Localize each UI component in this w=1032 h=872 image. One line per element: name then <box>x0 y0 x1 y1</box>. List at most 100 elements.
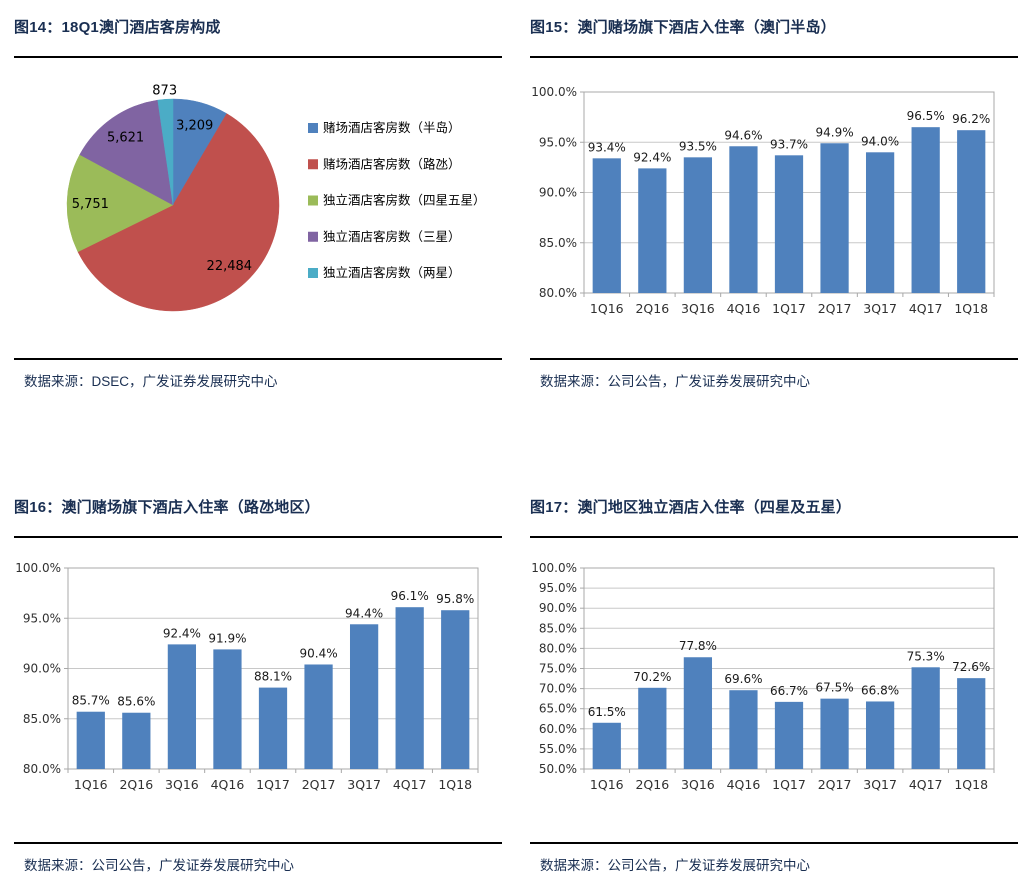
bar-data-label: 85.6% <box>117 695 155 709</box>
bar-data-label: 88.1% <box>254 670 292 684</box>
bar-chart-svg: 50.0% 55.0% 60.0% 65.0% 70.0% 75.0% 80.0% 85.0%… <box>531 561 995 792</box>
bar <box>441 610 470 769</box>
bar <box>729 146 758 293</box>
bar-data-label: 66.7% <box>770 684 808 698</box>
bar-data-label: 94.0% <box>861 134 899 148</box>
bar <box>76 711 105 769</box>
bar <box>865 701 895 769</box>
y-tick-label: 95.0% <box>539 135 577 149</box>
bar <box>729 690 758 769</box>
bar-data-label: 96.5% <box>907 109 945 123</box>
legend-swatch <box>308 159 318 170</box>
legend-swatch <box>308 195 318 206</box>
pie-slice <box>79 99 174 206</box>
bar <box>258 687 288 769</box>
pie-value-label: 5,751 <box>72 197 109 212</box>
bar-data-label: 69.6% <box>724 672 762 686</box>
bar-data-label: 91.9% <box>208 631 246 645</box>
bar-data-label: 92.4% <box>633 150 671 164</box>
bar <box>638 687 667 769</box>
x-tick-label: 2Q16 <box>635 301 669 316</box>
legend-swatch <box>308 123 318 133</box>
data-source: 数据来源：公司公告，广发证券发展研究中心 <box>540 374 810 389</box>
x-tick-label: 2Q17 <box>818 777 852 792</box>
bar <box>957 678 986 769</box>
title-divider <box>14 536 502 538</box>
bar-data-label: 93.5% <box>679 139 717 153</box>
legend-label: 独立酒店客房数（四星五星） <box>323 193 486 208</box>
bar <box>911 667 940 769</box>
x-tick-label: 3Q17 <box>863 777 897 792</box>
bar-data-label: 92.4% <box>163 626 201 640</box>
bar-chart-svg: 80.0% 85.0% 90.0% 95.0% 100.0% 85.7% 1Q16 85.6%… <box>15 561 479 792</box>
bar <box>167 644 197 769</box>
source-divider <box>14 842 502 844</box>
x-tick-label: 3Q16 <box>681 301 715 316</box>
pie-slice <box>157 98 174 206</box>
data-source: 数据来源：公司公告，广发证券发展研究中心 <box>540 858 810 872</box>
y-tick-label: 75.0% <box>539 662 577 676</box>
y-tick-label: 85.0% <box>23 712 61 726</box>
y-tick-label: 100.0% <box>531 85 577 99</box>
x-tick-label: 1Q17 <box>256 777 290 792</box>
bar-chart-occupancy-cotai: 80.0% 85.0% 90.0% 95.0% 100.0% 85.7% 1Q16 85.6%… <box>14 538 502 830</box>
legend-label: 赌场酒店客房数（路氹） <box>323 156 461 171</box>
bar-data-label: 85.7% <box>72 694 110 708</box>
y-tick-label: 85.0% <box>539 621 577 635</box>
bar-data-label: 93.7% <box>770 137 808 151</box>
bar <box>683 657 713 769</box>
bar <box>865 152 895 293</box>
bar-chart-svg: 80.0% 85.0% 90.0% 95.0% 100.0% 93.4% 1Q16 92.4%… <box>531 85 995 316</box>
x-tick-label: 3Q16 <box>681 777 715 792</box>
x-tick-label: 2Q16 <box>119 777 153 792</box>
y-tick-label: 85.0% <box>539 236 577 250</box>
x-tick-label: 4Q17 <box>393 777 427 792</box>
bar <box>592 722 621 769</box>
y-tick-label: 80.0% <box>23 762 61 776</box>
figure-title: 图15：澳门赌场旗下酒店入住率（澳门半岛） <box>530 19 836 36</box>
pie-value-label: 5,621 <box>107 131 144 146</box>
bar <box>638 168 667 293</box>
x-tick-label: 1Q17 <box>772 301 806 316</box>
bar <box>592 158 621 293</box>
bar-data-label: 67.5% <box>815 681 853 695</box>
x-tick-label: 1Q18 <box>438 777 472 792</box>
figure-panel-15: 图15：澳门赌场旗下酒店入住率（澳门半岛） 80.0% 85.0% 90.0% 95.… <box>516 0 1032 436</box>
title-divider <box>530 56 1018 58</box>
x-tick-label: 4Q16 <box>211 777 245 792</box>
bar-data-label: 77.8% <box>679 639 717 653</box>
x-tick-label: 3Q17 <box>863 301 897 316</box>
x-tick-label: 4Q16 <box>727 301 761 316</box>
figure-title: 图17：澳门地区独立酒店入住率（四星及五星） <box>530 499 852 516</box>
figure-panel-16: 图16：澳门赌场旗下酒店入住率（路氹地区） 80.0% 85.0% 90.0% 95.… <box>0 436 516 872</box>
y-tick-label: 80.0% <box>539 641 577 655</box>
pie-slice <box>66 154 174 253</box>
bar <box>683 157 713 293</box>
y-tick-label: 65.0% <box>539 702 577 716</box>
figure-title: 图16：澳门赌场旗下酒店入住率（路氹地区） <box>14 499 320 516</box>
bar-data-label: 96.2% <box>952 112 990 126</box>
bar-data-label: 94.9% <box>815 125 853 139</box>
pie-value-label: 873 <box>152 83 177 98</box>
title-divider <box>530 536 1018 538</box>
bar-data-label: 72.6% <box>952 660 990 674</box>
y-tick-label: 90.0% <box>23 662 61 676</box>
x-tick-label: 1Q17 <box>772 777 806 792</box>
bar <box>213 649 242 769</box>
y-tick-label: 70.0% <box>539 682 577 696</box>
title-divider <box>14 56 502 58</box>
bar <box>395 607 424 769</box>
figure-title: 图14：18Q1澳门酒店客房构成 <box>14 19 221 36</box>
y-tick-label: 90.0% <box>539 601 577 615</box>
bar-data-label: 61.5% <box>588 705 626 719</box>
bar <box>122 712 151 769</box>
bar-chart-occupancy-independent: 50.0% 55.0% 60.0% 65.0% 70.0% 75.0% 80.0% 85.0%… <box>530 538 1018 830</box>
bar-data-label: 94.6% <box>724 128 762 142</box>
x-tick-label: 3Q16 <box>165 777 199 792</box>
y-tick-label: 55.0% <box>539 742 577 756</box>
legend-swatch <box>308 268 318 278</box>
x-tick-label: 4Q17 <box>909 777 943 792</box>
bar-data-label: 66.8% <box>861 683 899 697</box>
legend-label: 独立酒店客房数（三星） <box>323 229 461 244</box>
y-tick-label: 95.0% <box>539 581 577 595</box>
